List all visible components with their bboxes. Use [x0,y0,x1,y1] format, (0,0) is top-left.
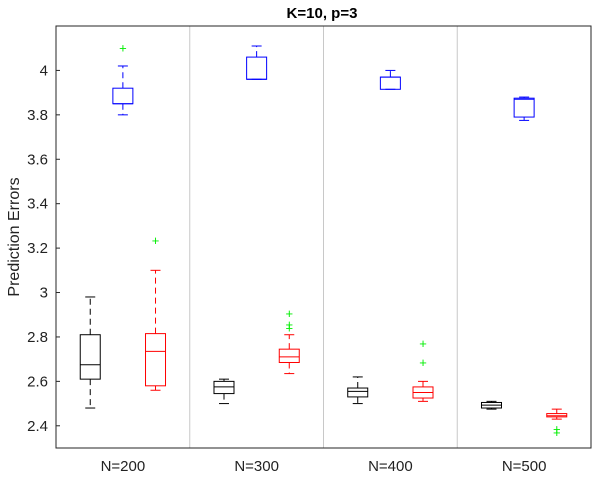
outlier-marker: + [152,233,160,248]
y-tick-label: 3.6 [27,151,48,168]
box-n-400 [379,69,401,90]
box-n-200: + [112,41,134,116]
box-rect [246,56,268,80]
box-rect [379,76,401,90]
outlier-marker: + [285,317,293,332]
box-rect [213,380,235,395]
box-rect [112,87,134,105]
box-series: +++++++++ [79,41,568,440]
box-series-0 [79,296,502,410]
x-tick-label: N=300 [234,458,279,475]
box-n-300 [246,45,268,80]
x-axis-ticks: N=200 N=300 N=400 N=500 [101,458,547,475]
box-n-300: +++ [278,306,300,375]
outlier-marker: + [419,336,427,351]
y-tick-label: 2.6 [27,373,48,390]
y-axis-label: Prediction Errors [6,177,23,296]
box-n-300 [213,378,235,405]
box-rect [278,348,300,363]
box-n-200: + [145,233,167,391]
outlier-marker: + [285,321,293,336]
box-n-200 [79,296,101,409]
y-tick-label: 3.8 [27,107,48,124]
box-rect [79,334,101,380]
box-n-500: ++ [546,408,568,440]
category-separators [189,26,458,448]
y-tick-label: 3.2 [27,240,48,257]
box-n-400: ++ [412,336,434,402]
outlier-marker: + [553,425,561,440]
y-tick-label: 3.4 [27,196,48,213]
y-tick-label: 4 [40,62,48,79]
box-rect [145,333,167,387]
plot-area-frame [55,25,592,449]
chart-title: K=10, p=3 [287,5,358,22]
x-tick-label: N=400 [368,458,413,475]
box-rect [546,413,568,418]
box-rect [347,387,369,398]
y-tick-label: 2.4 [27,418,48,435]
box-series-2: ++++++++ [145,233,568,440]
box-rect [513,97,535,118]
y-axis-ticks: 2.4 2.6 2.8 3 3.2 3.4 3.6 3.8 4 [27,62,60,435]
box-n-400 [347,376,369,405]
box-series-1: + [112,41,535,121]
box-n-500 [513,96,535,121]
x-tick-label: N=500 [502,458,547,475]
outlier-marker: + [285,306,293,321]
outlier-marker: + [419,355,427,370]
outlier-marker: + [553,422,561,437]
box-n-500 [480,400,502,410]
y-tick-label: 3 [40,285,48,302]
x-tick-label: N=200 [101,458,146,475]
y-tick-label: 2.8 [27,329,48,346]
outlier-marker: + [119,41,127,56]
